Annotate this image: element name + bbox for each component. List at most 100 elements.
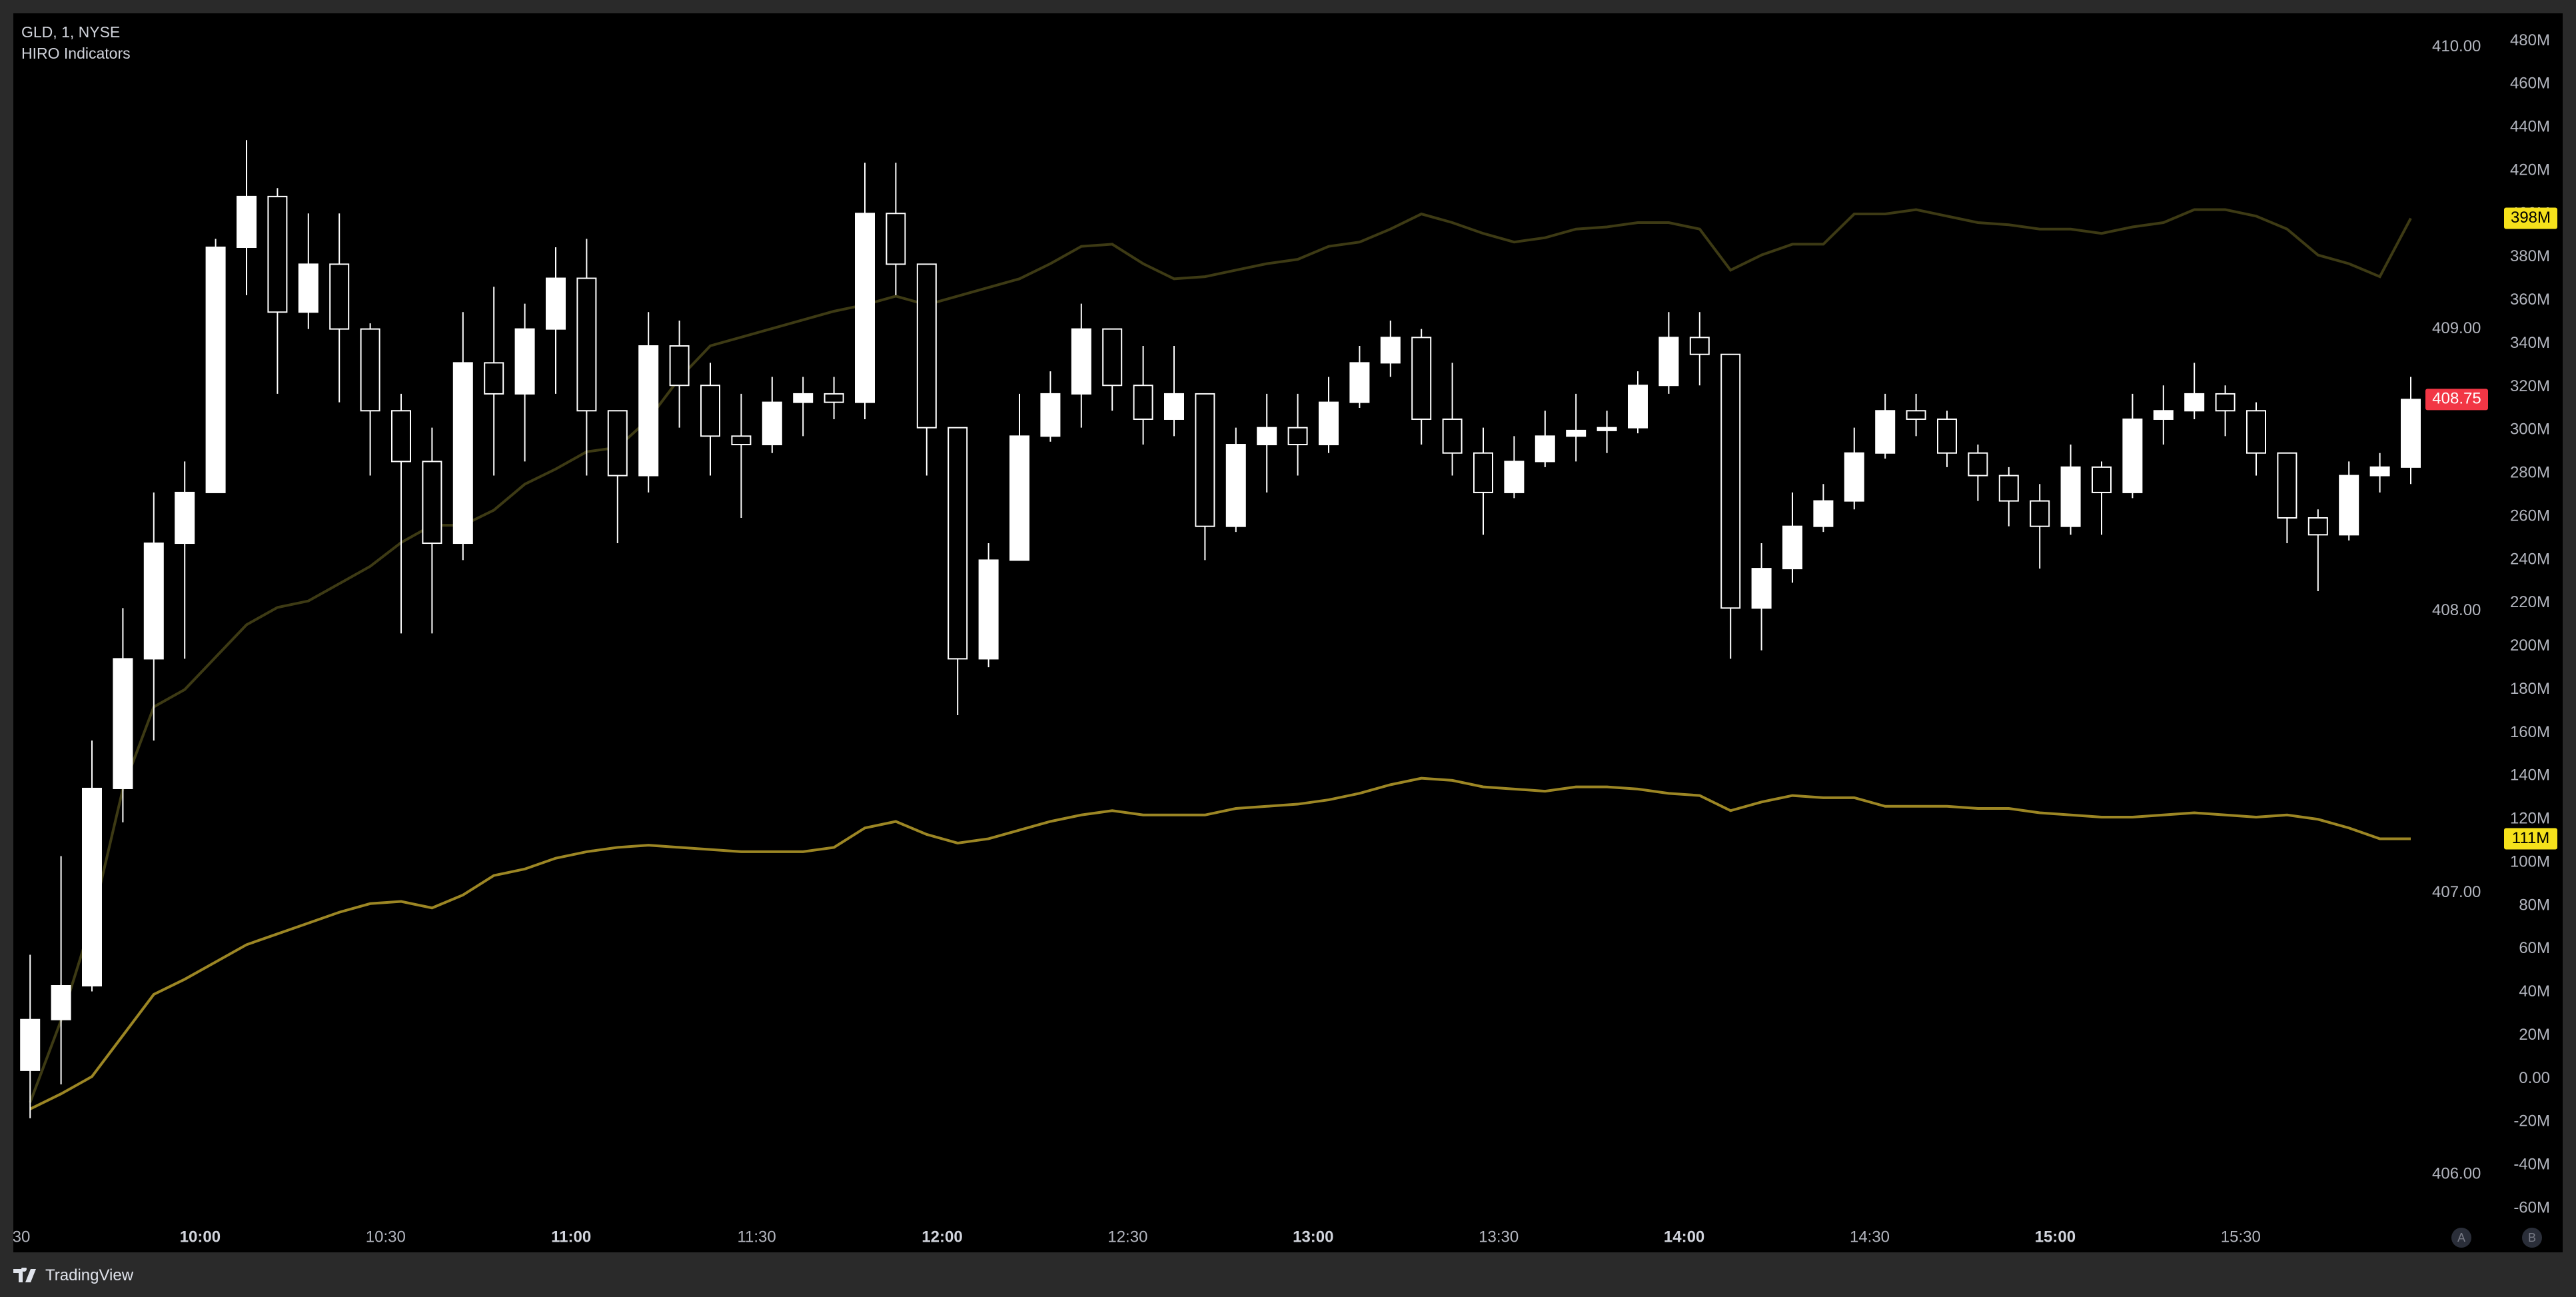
candle-body: [1782, 525, 1802, 570]
x-tick-label: 11:00: [551, 1228, 591, 1246]
y2-tick-label: 480M: [2510, 31, 2550, 49]
y2-tick-label: 360M: [2510, 291, 2550, 309]
candle-body: [175, 491, 195, 545]
candle-body: [1473, 452, 1493, 493]
y2-tick-label: -60M: [2513, 1198, 2550, 1216]
candle-body: [2060, 466, 2081, 527]
candle-body: [1102, 328, 1123, 387]
x-tick-label: 12:00: [922, 1228, 962, 1246]
y-tick-label: 409.00: [2432, 319, 2481, 337]
candle-body: [1751, 568, 1772, 609]
candle-body: [1009, 435, 1029, 561]
y2-tick-label: 160M: [2510, 723, 2550, 741]
candle-body: [1380, 337, 1401, 364]
x-tick-label: 15:30: [2221, 1228, 2261, 1246]
x-tick-label: 14:00: [1664, 1228, 1704, 1246]
candle-body: [638, 345, 659, 477]
candle-body: [2153, 410, 2174, 420]
candle-body: [514, 328, 535, 395]
candle-body: [1720, 353, 1741, 609]
candle-body: [1195, 393, 1215, 527]
candle-body: [143, 543, 164, 660]
candle-body: [1968, 452, 1988, 477]
series-value-tag: [2504, 828, 2557, 850]
candle-body: [1658, 337, 1679, 387]
y2-tick-label: 260M: [2510, 507, 2550, 525]
brand-logo: [13, 1268, 36, 1282]
scale-button-label: B: [2528, 1231, 2536, 1244]
last-price-tag: [2425, 389, 2488, 411]
candle-body: [886, 213, 906, 265]
y2-tick-label: 280M: [2510, 464, 2550, 482]
y-tick-label: 408.00: [2432, 601, 2481, 619]
candle-body: [1442, 418, 1463, 454]
y2-tick-label: 220M: [2510, 593, 2550, 611]
chart: 406.00 407.00 408.00 409.00 410.00 -60M -40M -2…: [13, 31, 2557, 1248]
chart-title[interactable]: GLD, 1, NYSE: [21, 23, 121, 41]
candle-body: [2339, 475, 2359, 536]
candle-body: [1504, 461, 1525, 493]
candle-body: [237, 195, 257, 249]
x-tick-label: 14:30: [1850, 1228, 1890, 1246]
candle-body: [452, 362, 473, 545]
candle-body: [1257, 427, 1277, 446]
y2-tick-label: -20M: [2513, 1112, 2550, 1130]
candle-body: [1844, 452, 1864, 502]
y2-tick-label: 80M: [2519, 896, 2550, 914]
candle-body: [205, 247, 226, 493]
candle-body: [1566, 429, 1587, 437]
candle-body: [391, 410, 411, 463]
candle-body: [267, 195, 288, 313]
candle-body: [1040, 393, 1061, 437]
candle-body: [360, 328, 380, 412]
candle-body: [2092, 466, 2112, 493]
y2-tick-label: 240M: [2510, 550, 2550, 568]
series-value-label: 111M: [2512, 829, 2549, 847]
series-value-label: 398M: [2511, 209, 2551, 227]
indicator-name[interactable]: HIRO Indicators: [21, 45, 131, 62]
y2-tick-label: 100M: [2510, 852, 2550, 870]
y-tick-label: 406.00: [2432, 1165, 2481, 1183]
y2-tick-label: 340M: [2510, 334, 2550, 352]
candle-body: [2184, 393, 2205, 412]
y2-tick-label: 460M: [2510, 75, 2550, 93]
candle-body: [700, 385, 720, 437]
scale-button[interactable]: [2522, 1228, 2542, 1248]
scale-button-label: A: [2457, 1231, 2465, 1244]
y-tick-label: 410.00: [2432, 37, 2481, 55]
candle-body: [669, 345, 690, 387]
chart-frame: 406.00 407.00 408.00 409.00 410.00 -60M -40M -2…: [13, 13, 2563, 1252]
footer[interactable]: TradingView: [13, 1264, 133, 1288]
y2-tick-label: 420M: [2510, 161, 2550, 179]
candle-body: [731, 435, 752, 446]
x-tick-label: 12:30: [1107, 1228, 1147, 1246]
x-tick-label: 13:30: [1479, 1228, 1519, 1246]
candle-body: [1875, 410, 1896, 454]
y2-tick-label: 60M: [2519, 939, 2550, 957]
candle-body: [2307, 517, 2328, 536]
candle-body: [855, 213, 875, 403]
candle-body: [1319, 401, 1339, 446]
y2-tick-label: 380M: [2510, 247, 2550, 265]
x-tick-label: 10:30: [366, 1228, 406, 1246]
x-tick-label: 9:30: [13, 1228, 30, 1246]
candle-body: [762, 401, 782, 446]
y2-tick-label: 120M: [2510, 810, 2550, 828]
legend: GLD, 1, NYSE HIRO Indicators: [21, 21, 131, 64]
y2-tick-label: 40M: [2519, 982, 2550, 1000]
last-price-label: 408.75: [2432, 390, 2481, 408]
candle-body: [2215, 393, 2236, 412]
hiro-line: [29, 208, 2412, 1103]
candle-body: [298, 263, 319, 313]
candle-body: [546, 277, 566, 330]
x-tick-label: 11:30: [737, 1228, 776, 1246]
candle-body: [2030, 500, 2050, 527]
candle-body: [1998, 475, 2019, 502]
candle-body: [2122, 418, 2143, 493]
candle-body: [793, 393, 814, 403]
y2-tick-label: 0.00: [2519, 1069, 2550, 1087]
candle-body: [1411, 337, 1432, 420]
hiro-line: [29, 776, 2411, 1110]
scale-button[interactable]: [2451, 1228, 2471, 1248]
